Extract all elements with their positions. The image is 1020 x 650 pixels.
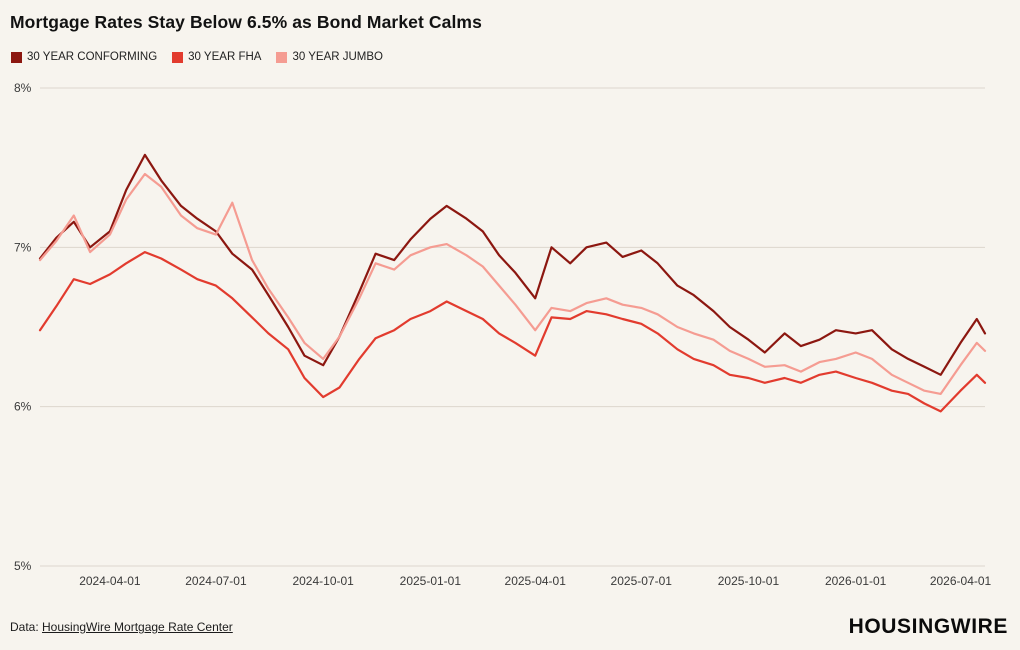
x-tick-label: 2025-04-01 <box>505 574 567 588</box>
data-source: Data: HousingWire Mortgage Rate Center <box>10 620 233 634</box>
x-tick-label: 2025-07-01 <box>611 574 673 588</box>
legend: 30 YEAR CONFORMING 30 YEAR FHA 30 YEAR JUM… <box>11 51 383 63</box>
legend-swatch-conforming <box>11 51 22 63</box>
legend-label: 30 YEAR CONFORMING <box>27 51 158 63</box>
series-line-conforming <box>38 153 987 376</box>
y-tick-label: 7% <box>14 240 32 254</box>
source-link[interactable]: HousingWire Mortgage Rate Center <box>42 620 233 634</box>
legend-item-fha: 30 YEAR FHA <box>172 51 261 63</box>
legend-label: 30 YEAR FHA <box>188 51 262 63</box>
x-tick-label: 2025-10-01 <box>718 574 780 588</box>
source-prefix: Data: <box>10 620 43 634</box>
x-tick-label: 2024-04-01 <box>79 574 141 588</box>
legend-swatch-jumbo <box>276 51 288 63</box>
series-line-jumbo <box>38 172 987 395</box>
x-tick-label: 2026-01-01 <box>825 574 887 588</box>
x-tick-label: 2025-01-01 <box>400 574 462 588</box>
chart-title: Mortgage Rates Stay Below 6.5% as Bond M… <box>10 12 482 32</box>
y-tick-label: 5% <box>14 559 32 573</box>
legend-swatch-fha <box>172 51 184 63</box>
y-tick-label: 8% <box>14 81 32 95</box>
legend-item-conforming: 30 YEAR CONFORMING <box>11 51 157 63</box>
y-tick-label: 6% <box>14 400 32 414</box>
x-tick-label: 2026-04-01 <box>930 574 992 588</box>
legend-label: 30 YEAR JUMBO <box>292 51 383 63</box>
x-tick-label: 2024-10-01 <box>292 574 354 588</box>
housingwire-logo: HOUSINGWIRE <box>848 615 1008 638</box>
series-line-fha <box>38 251 987 413</box>
x-tick-label: 2024-07-01 <box>185 574 247 588</box>
legend-item-jumbo: 30 YEAR JUMBO <box>276 51 383 63</box>
